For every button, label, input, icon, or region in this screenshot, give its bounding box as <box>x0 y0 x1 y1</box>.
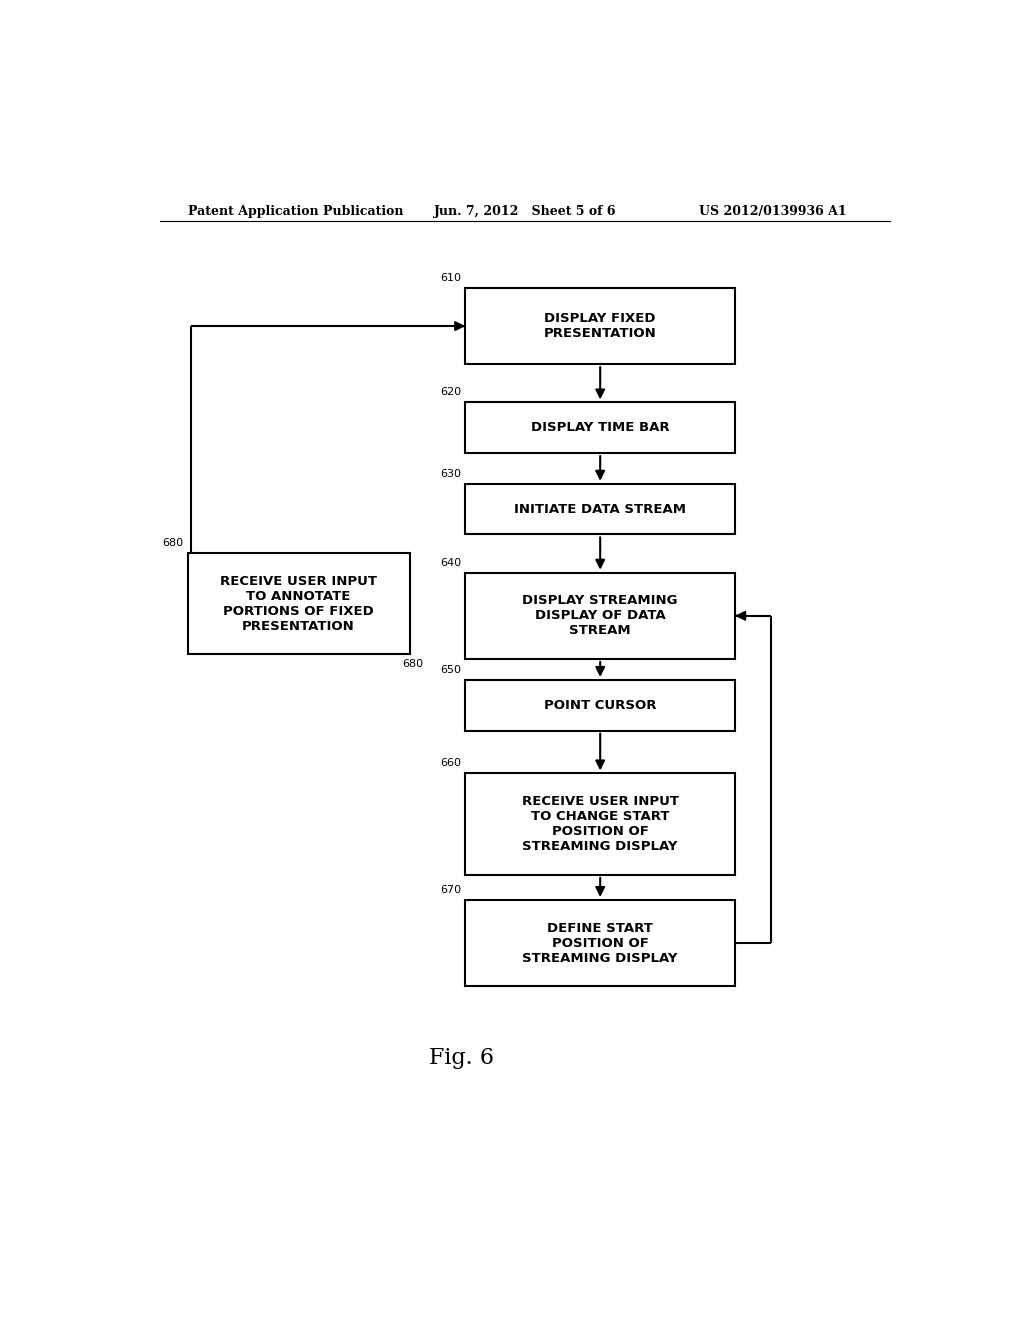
Text: 670: 670 <box>440 884 461 895</box>
Bar <box>465 403 735 453</box>
Bar <box>465 900 735 986</box>
Text: 610: 610 <box>440 273 461 282</box>
Text: 680: 680 <box>163 537 183 548</box>
Text: DISPLAY FIXED
PRESENTATION: DISPLAY FIXED PRESENTATION <box>544 312 656 341</box>
Text: 660: 660 <box>440 758 461 768</box>
Text: DISPLAY TIME BAR: DISPLAY TIME BAR <box>530 421 670 434</box>
Text: 650: 650 <box>440 665 461 675</box>
Text: INITIATE DATA STREAM: INITIATE DATA STREAM <box>514 503 686 516</box>
Text: 620: 620 <box>440 387 461 397</box>
Text: RECEIVE USER INPUT
TO ANNOTATE
PORTIONS OF FIXED
PRESENTATION: RECEIVE USER INPUT TO ANNOTATE PORTIONS … <box>220 574 377 632</box>
Bar <box>465 483 735 535</box>
Bar <box>465 288 735 364</box>
Bar <box>465 774 735 875</box>
Text: Fig. 6: Fig. 6 <box>429 1047 494 1069</box>
Bar <box>465 680 735 731</box>
Text: POINT CURSOR: POINT CURSOR <box>544 698 656 711</box>
Text: DEFINE START
POSITION OF
STREAMING DISPLAY: DEFINE START POSITION OF STREAMING DISPL… <box>522 921 678 965</box>
Bar <box>187 553 410 655</box>
Text: 630: 630 <box>440 469 461 479</box>
Text: Patent Application Publication: Patent Application Publication <box>187 205 403 218</box>
Text: RECEIVE USER INPUT
TO CHANGE START
POSITION OF
STREAMING DISPLAY: RECEIVE USER INPUT TO CHANGE START POSIT… <box>521 795 679 853</box>
Text: 680: 680 <box>401 660 423 669</box>
Text: US 2012/0139936 A1: US 2012/0139936 A1 <box>699 205 847 218</box>
Text: DISPLAY STREAMING
DISPLAY OF DATA
STREAM: DISPLAY STREAMING DISPLAY OF DATA STREAM <box>522 594 678 638</box>
Bar <box>465 573 735 659</box>
Text: Jun. 7, 2012   Sheet 5 of 6: Jun. 7, 2012 Sheet 5 of 6 <box>433 205 616 218</box>
Text: 640: 640 <box>440 557 461 568</box>
